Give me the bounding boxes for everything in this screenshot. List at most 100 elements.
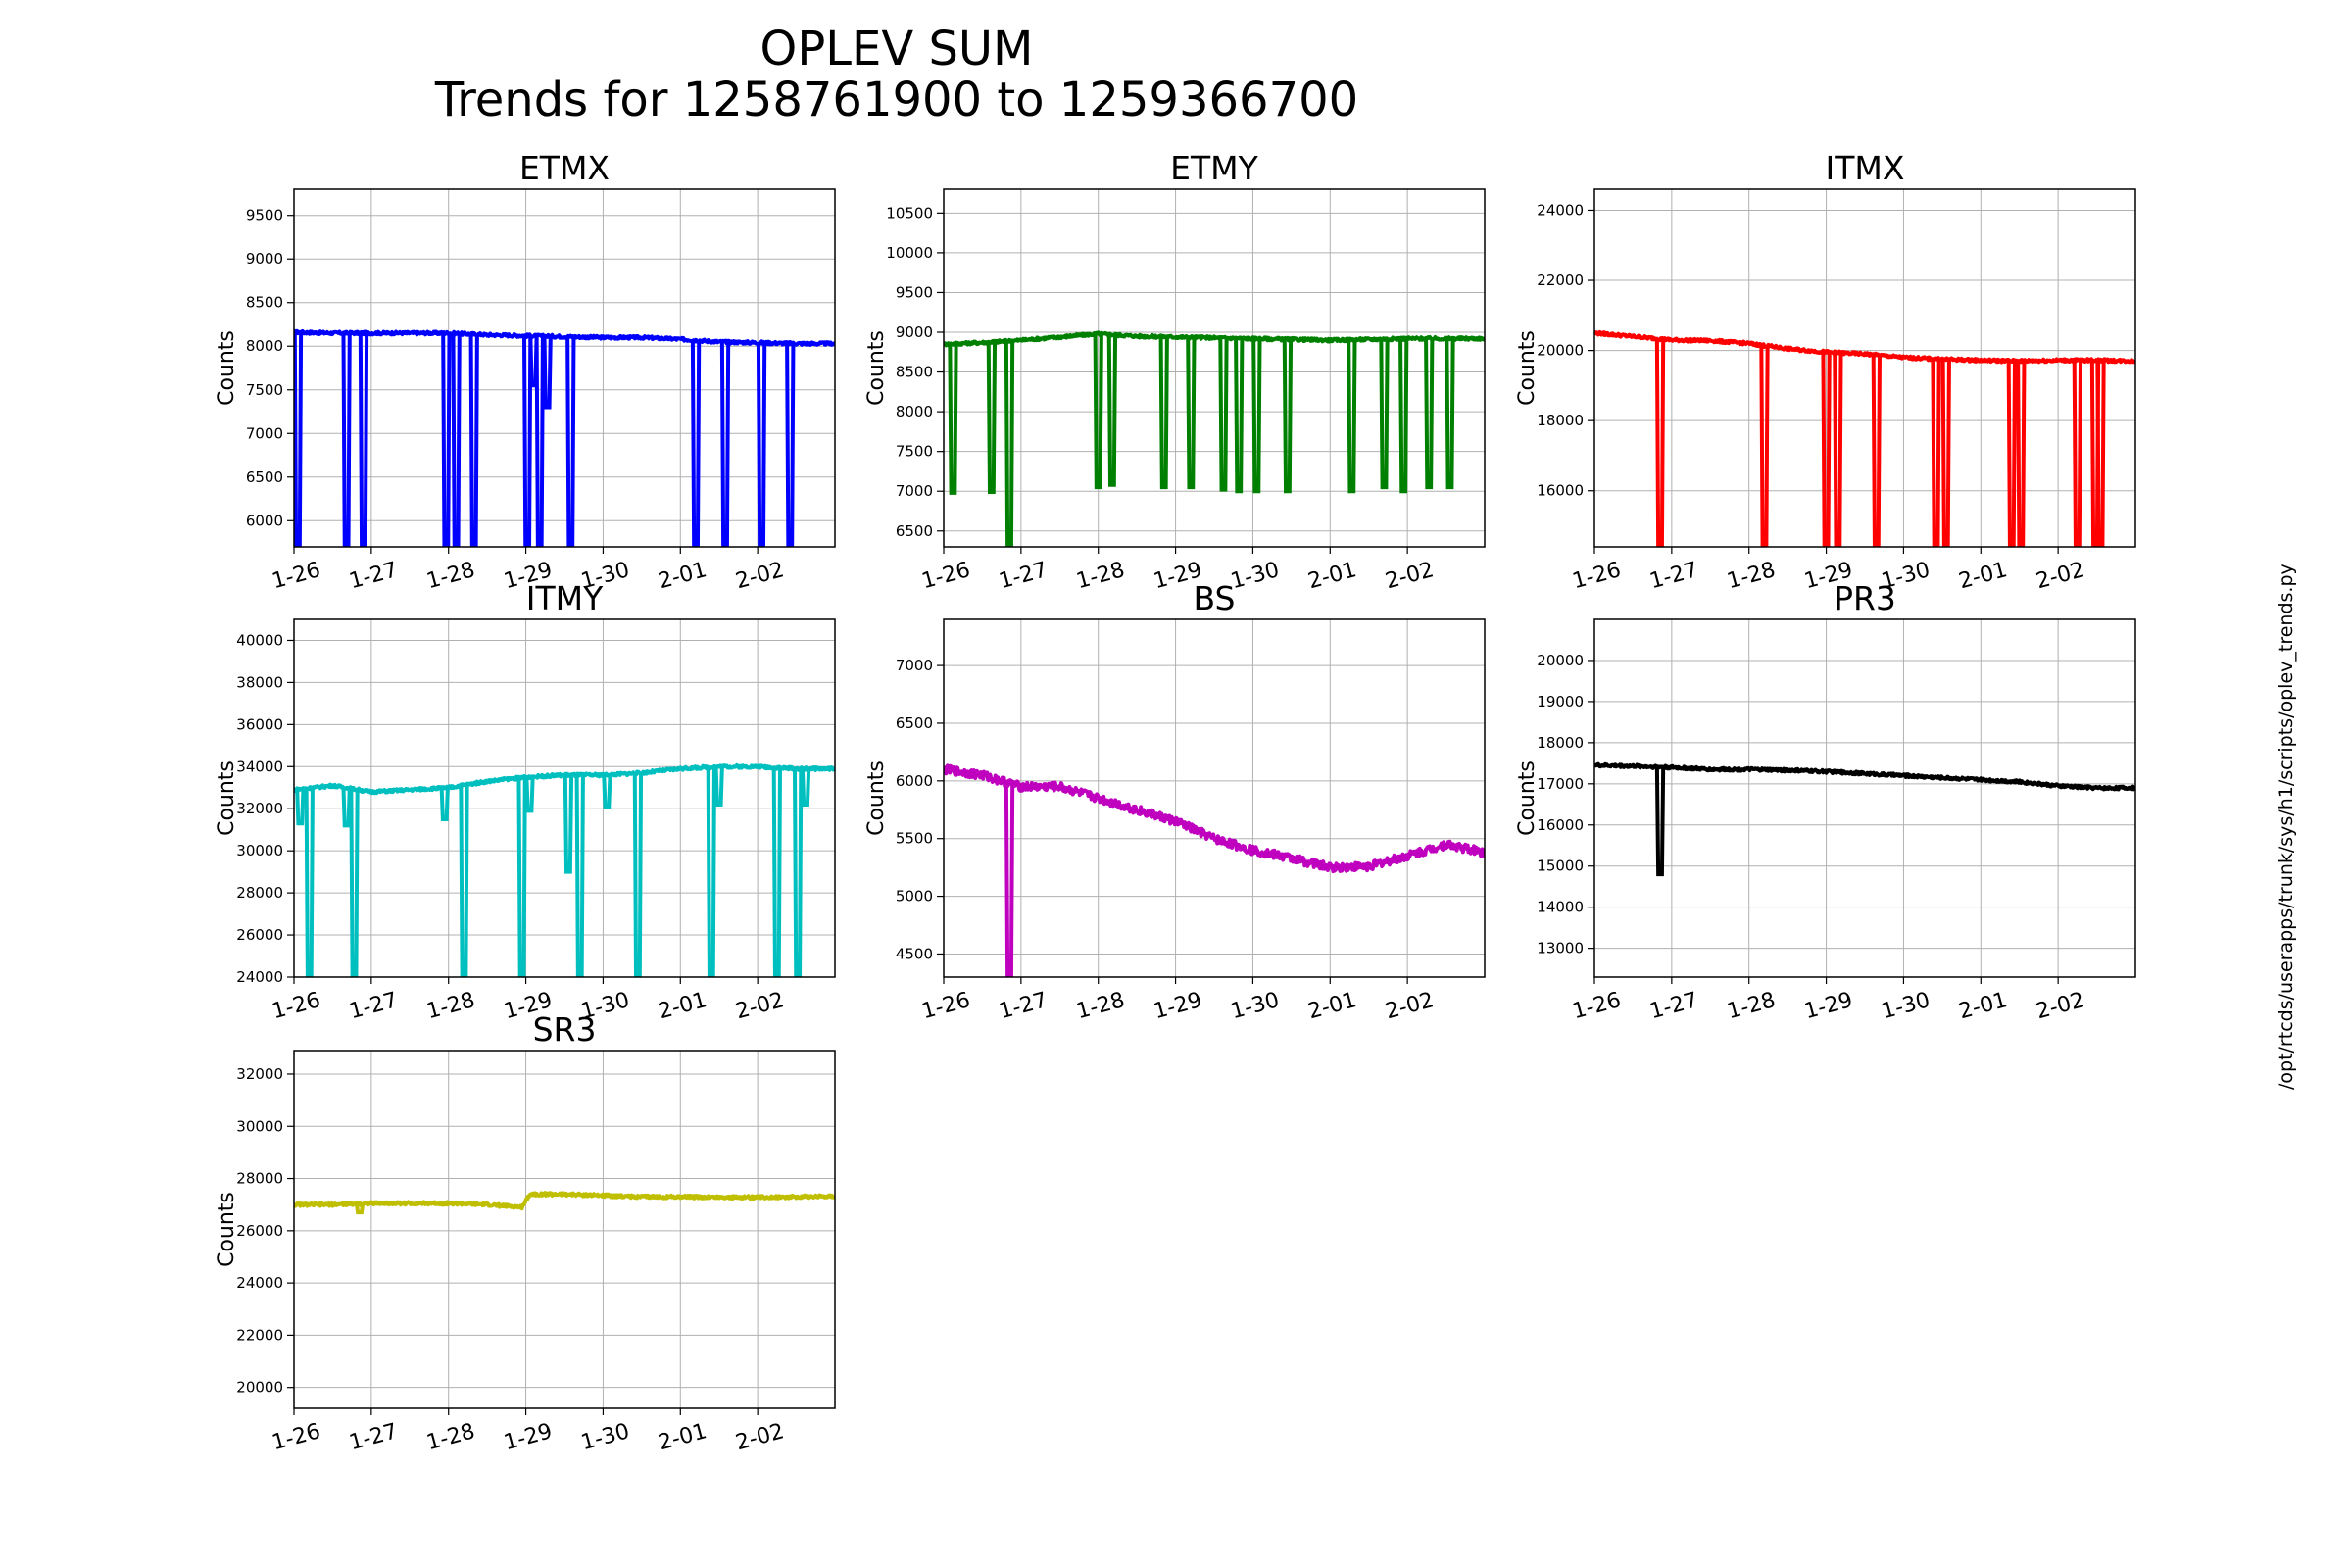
y-tick-label: 6000 (896, 772, 933, 790)
y-tick-label: 9500 (896, 283, 933, 301)
y-tick-label: 24000 (236, 1274, 283, 1292)
axes-frame (1593, 188, 2136, 548)
x-tick-label: 1-29 (502, 1419, 556, 1455)
y-tick-label: 30000 (236, 1117, 283, 1135)
dropout-mark (1759, 345, 1770, 547)
dropout-mark (706, 766, 716, 977)
x-tick-label: 2-01 (656, 558, 710, 594)
y-tick-label: 30000 (236, 842, 283, 859)
x-tick-label: 1-28 (424, 988, 478, 1024)
dropout-mark (534, 335, 545, 547)
axes-frame (1593, 618, 2136, 978)
axes-frame (293, 1050, 836, 1409)
x-tick-label: 1-26 (1570, 558, 1624, 594)
y-tick-label: 26000 (236, 1222, 283, 1240)
x-tick-label: 2-01 (1956, 988, 2010, 1024)
dropout-mark (632, 772, 644, 977)
y-tick-label: 18000 (1537, 734, 1584, 752)
y-tick-label: 6000 (246, 512, 283, 529)
dropout-mark (2072, 360, 2083, 547)
subplot-title: ETMY (1170, 149, 1258, 187)
dropout-mark (1347, 339, 1357, 494)
subplot-etmy: 1-26 1-27 1-28 1-29 1-30 2-01 2-02650070007500… (864, 149, 1486, 594)
subplot-title: SR3 (533, 1010, 597, 1049)
y-tick-label: 19000 (1537, 693, 1584, 710)
dropout-mark (574, 774, 585, 977)
dropout-mark (2006, 361, 2017, 547)
y-tick-label: 4500 (896, 945, 933, 962)
subplot-sr3: 1-26 1-27 1-28 1-29 1-30 2-01 2-02 20000 22000 24… (215, 1010, 836, 1455)
dropout-mark (1106, 334, 1118, 487)
y-tick-label: 20000 (1537, 652, 1584, 669)
x-tick-label: 2-02 (2034, 558, 2087, 594)
y-tick-label: 7000 (896, 657, 933, 674)
x-tick-label: 1-28 (1725, 558, 1779, 594)
subplot-title: BS (1193, 579, 1235, 617)
y-tick-label: 38000 (236, 673, 283, 691)
dropout-mark (521, 335, 533, 547)
x-tick-label: 1-26 (270, 988, 323, 1024)
dropout-mark (1186, 337, 1197, 490)
y-tick-label: 16000 (1537, 816, 1584, 834)
y-tick-label: 20000 (236, 1379, 283, 1396)
dropout-mark (785, 343, 796, 547)
dropout-mark (602, 774, 612, 809)
subplot-itmx: 1-26 1-27 1-28 1-29 1-30 2-01 2-02160001800020… (1515, 149, 2136, 594)
dropout-mark (1821, 352, 1832, 547)
dropout-mark (441, 332, 452, 547)
figure-title: OPLEV SUM (760, 22, 1034, 76)
x-tick-label: 2-02 (733, 1419, 787, 1455)
y-tick-label: 7000 (246, 424, 283, 442)
dropout-mark (1282, 339, 1294, 494)
y-tick-label: 9000 (246, 250, 283, 268)
x-tick-label: 2-02 (2034, 988, 2087, 1024)
x-tick-label: 2-02 (733, 558, 787, 594)
y-tick-label: 24000 (1537, 201, 1584, 219)
y-tick-label: 10000 (886, 244, 933, 262)
dropout-mark (451, 333, 462, 547)
dropout-mark (986, 341, 998, 495)
y-axis-label: Counts (215, 760, 239, 836)
y-tick-label: 8500 (896, 364, 933, 381)
x-tick-label: 1-27 (347, 1419, 401, 1455)
y-tick-label: 14000 (1537, 899, 1584, 916)
x-tick-label: 1-29 (1152, 988, 1205, 1024)
dropout-mark (1398, 338, 1409, 494)
y-tick-label: 7500 (246, 381, 283, 399)
dropout-mark (341, 787, 352, 828)
x-tick-label: 1-30 (1879, 988, 1933, 1024)
x-tick-label: 1-26 (1570, 988, 1624, 1024)
axes-frame (293, 618, 836, 978)
y-tick-label: 5500 (896, 830, 933, 848)
dropout-mark (1871, 355, 1882, 547)
dropout-mark (756, 342, 767, 547)
subplot-title: ITMY (526, 579, 604, 617)
x-tick-label: 2-01 (656, 988, 710, 1024)
x-tick-label: 1-27 (1647, 988, 1701, 1024)
y-tick-label: 17000 (1537, 775, 1584, 793)
dropout-mark (1251, 338, 1262, 494)
dropout-mark (1654, 766, 1666, 877)
series-line-sr3 (294, 1191, 835, 1211)
dropout-mark (459, 785, 469, 977)
x-tick-label: 1-30 (1228, 558, 1282, 594)
subplot-itmy: 1-26 1-27 1-28 1-29 1-30 2-01 2-02240002600028… (215, 579, 836, 1024)
series-line-itmy (294, 762, 835, 796)
x-tick-label: 1-28 (1074, 558, 1128, 594)
y-tick-label: 16000 (1537, 482, 1584, 500)
dropout-mark (1004, 783, 1015, 977)
dropout-mark (1940, 359, 1951, 547)
y-tick-label: 24000 (236, 968, 283, 986)
x-tick-label: 2-01 (1305, 558, 1359, 594)
dropout-mark (1379, 338, 1390, 490)
x-tick-label: 2-01 (1305, 988, 1359, 1024)
dropout-mark (1218, 337, 1229, 492)
y-tick-label: 8500 (246, 294, 283, 312)
dropout-mark (1654, 338, 1666, 547)
dropout-mark (542, 336, 553, 410)
axes-frame (943, 618, 1486, 978)
y-axis-label: Counts (864, 760, 889, 836)
dropout-mark (800, 768, 811, 807)
y-tick-label: 36000 (236, 715, 283, 733)
